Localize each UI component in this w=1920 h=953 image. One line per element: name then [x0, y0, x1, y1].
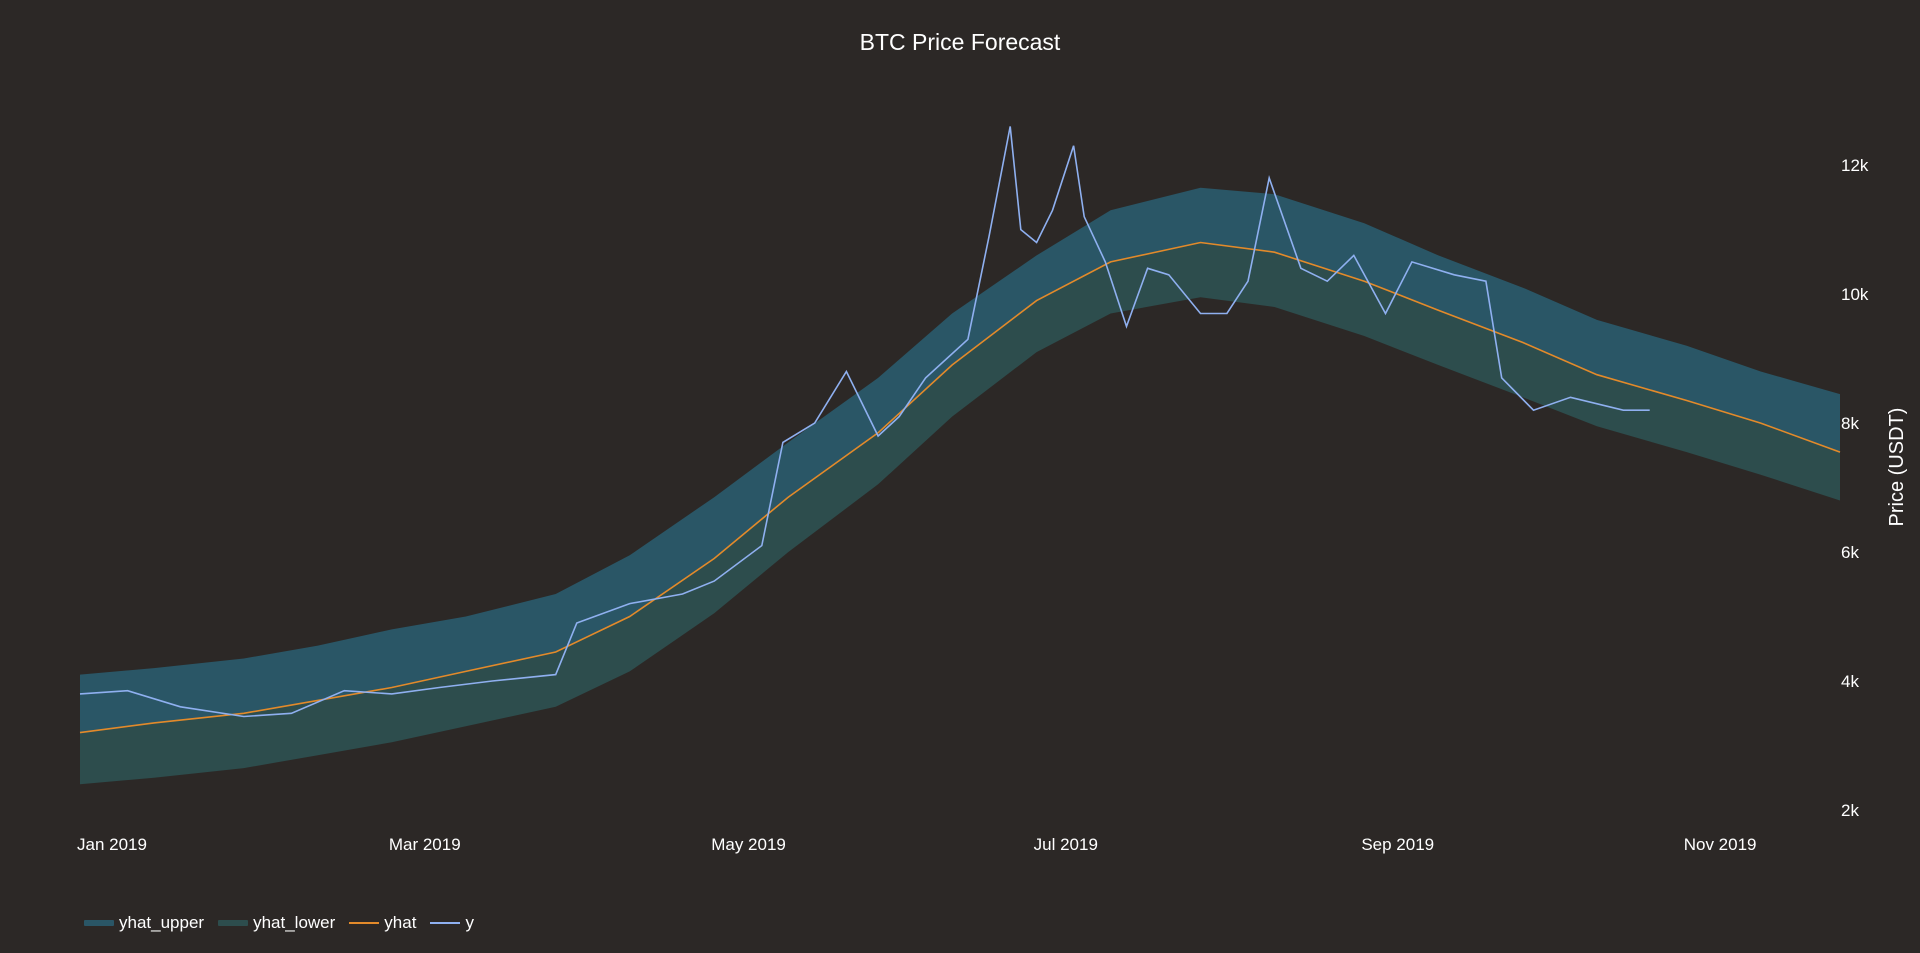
legend-label-yhat-lower: yhat_lower	[253, 913, 336, 932]
x-tick-label: May 2019	[711, 835, 786, 854]
y-tick-label: 10k	[1841, 285, 1869, 304]
legend-label-y: y	[465, 913, 474, 932]
yhat-lower-band	[80, 242, 1840, 785]
legend-swatch-yhat	[349, 922, 380, 924]
y-axis-ticks: 2k 4k 6k 8k 10k 12k	[1841, 156, 1869, 820]
y-tick-label: 4k	[1841, 672, 1859, 691]
legend: yhat_upper yhat_lower yhat y	[84, 913, 474, 933]
legend-item-yhat-lower[interactable]: yhat_lower	[218, 913, 335, 933]
legend-swatch-yhat-upper	[84, 920, 114, 926]
legend-label-yhat: yhat	[384, 913, 417, 932]
legend-label-yhat-upper: yhat_upper	[119, 913, 205, 932]
plot-area	[79, 126, 1841, 785]
x-tick-label: Nov 2019	[1684, 835, 1757, 854]
legend-swatch-y	[430, 922, 461, 924]
x-tick-label: Mar 2019	[389, 835, 461, 854]
x-tick-label: Jul 2019	[1034, 835, 1098, 854]
legend-swatch-yhat-lower	[218, 920, 249, 926]
chart-title: BTC Price Forecast	[860, 29, 1061, 55]
x-tick-label: Sep 2019	[1361, 835, 1434, 854]
y-line	[79, 126, 1650, 718]
legend-item-yhat-upper[interactable]: yhat_upper	[84, 913, 204, 933]
y-tick-label: 12k	[1841, 156, 1869, 175]
legend-item-y[interactable]: y	[430, 913, 474, 933]
y-axis-label: Price (USDT)	[1886, 408, 1908, 527]
x-axis-ticks: Jan 2019 Mar 2019 May 2019 Jul 2019 Sep 2019…	[77, 835, 1757, 854]
yhat-upper-band	[80, 187, 1840, 733]
y-tick-label: 8k	[1841, 414, 1859, 433]
legend-item-yhat[interactable]: yhat	[349, 913, 416, 933]
y-tick-label: 6k	[1841, 543, 1859, 562]
y-tick-label: 2k	[1841, 801, 1859, 820]
x-tick-label: Jan 2019	[77, 835, 147, 854]
